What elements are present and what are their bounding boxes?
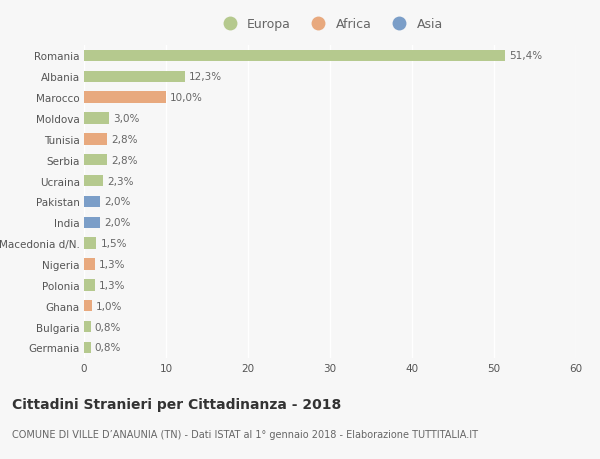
Text: Cittadini Stranieri per Cittadinanza - 2018: Cittadini Stranieri per Cittadinanza - 2… [12,397,341,411]
Text: 2,0%: 2,0% [104,197,131,207]
Bar [84,72,185,83]
Bar [84,280,95,291]
Text: 0,8%: 0,8% [95,342,121,353]
Text: 51,4%: 51,4% [509,51,543,62]
Text: 3,0%: 3,0% [113,114,139,124]
Bar [84,321,91,332]
Text: 2,0%: 2,0% [104,218,131,228]
Bar [84,196,100,207]
Legend: Europa, Africa, Asia: Europa, Africa, Asia [215,16,445,34]
Bar [84,134,107,145]
Text: 1,3%: 1,3% [99,259,125,269]
Text: 2,8%: 2,8% [111,134,137,145]
Bar [84,259,95,270]
Text: 10,0%: 10,0% [170,93,203,103]
Bar [84,175,103,187]
Bar [84,342,91,353]
Text: 0,8%: 0,8% [95,322,121,332]
Bar [84,300,92,312]
Bar [84,113,109,124]
Bar [84,217,100,229]
Text: COMUNE DI VILLE D’ANAUNIA (TN) - Dati ISTAT al 1° gennaio 2018 - Elaborazione TU: COMUNE DI VILLE D’ANAUNIA (TN) - Dati IS… [12,429,478,439]
Text: 2,3%: 2,3% [107,176,133,186]
Bar [84,92,166,104]
Text: 1,0%: 1,0% [97,301,122,311]
Bar [84,155,107,166]
Text: 12,3%: 12,3% [189,72,222,82]
Text: 1,5%: 1,5% [100,239,127,249]
Text: 2,8%: 2,8% [111,155,137,165]
Bar [84,238,97,249]
Text: 1,3%: 1,3% [99,280,125,290]
Bar [84,50,505,62]
